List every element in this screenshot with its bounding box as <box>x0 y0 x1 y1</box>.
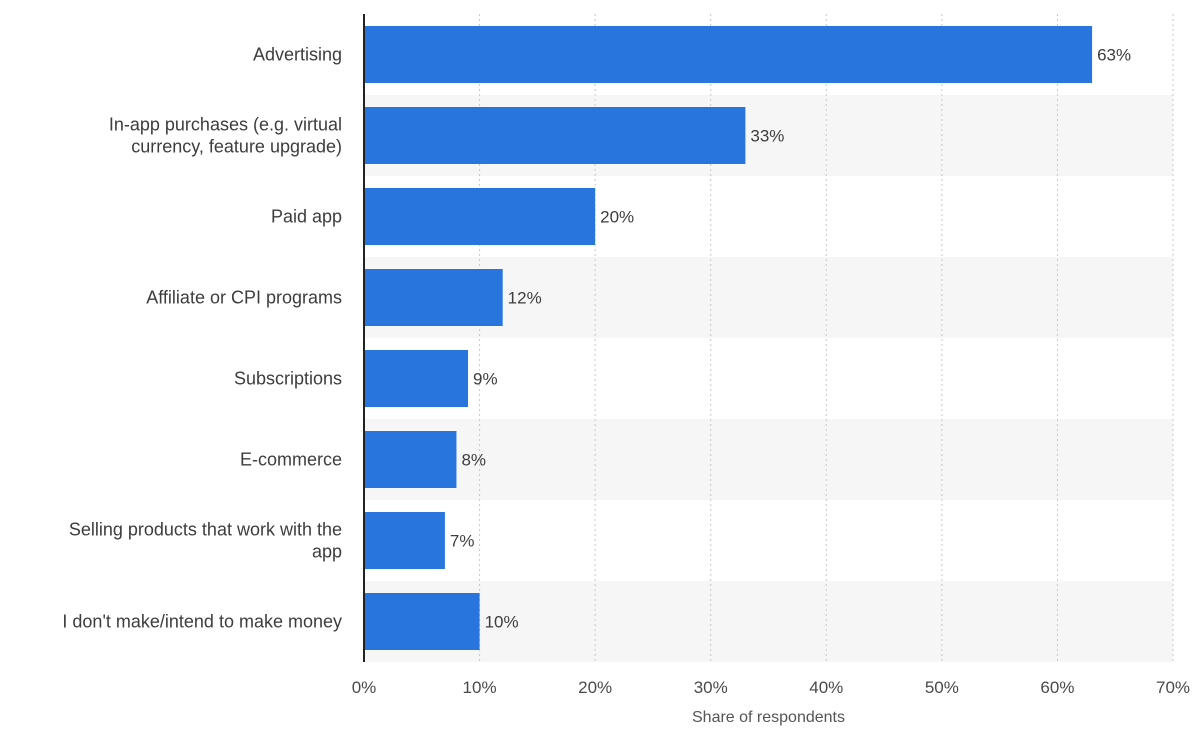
row-band <box>364 581 1173 662</box>
x-tick-label: 60% <box>1040 678 1074 697</box>
bar <box>364 593 480 650</box>
x-tick-label: 30% <box>694 678 728 697</box>
x-tick-label: 20% <box>578 678 612 697</box>
category-label: In-app purchases (e.g. virtual currency, … <box>109 115 342 157</box>
data-label: 8% <box>461 451 486 470</box>
bar <box>364 188 596 245</box>
category-label: E-commerce <box>240 450 342 470</box>
x-tick-label: 50% <box>925 678 959 697</box>
category-label: Affiliate or CPI programs <box>146 288 342 308</box>
category-label: Advertising <box>253 45 342 65</box>
x-axis-title: Share of respondents <box>692 709 845 726</box>
bar <box>364 512 445 569</box>
bar <box>364 431 457 488</box>
bars <box>364 26 1093 650</box>
category-label: I don't make/intend to make money <box>62 612 342 632</box>
bar <box>364 350 469 407</box>
bar <box>364 269 503 326</box>
x-tick-label: 40% <box>809 678 843 697</box>
bar <box>364 107 746 164</box>
x-tick-label: 10% <box>463 678 497 697</box>
row-bands <box>364 95 1173 662</box>
data-label: 33% <box>750 127 784 146</box>
x-tick-labels: 0% 10% 20% 30% 40% 50% 60% 70% <box>352 678 1190 697</box>
row-band <box>364 419 1173 500</box>
data-label: 63% <box>1097 46 1131 65</box>
data-label: 7% <box>450 532 475 551</box>
data-label: 10% <box>485 613 519 632</box>
bar <box>364 26 1093 83</box>
value-labels: 63% 33% 20% 12% 9% 8% 7% 10% <box>450 46 1131 632</box>
category-labels: Advertising In-app purchases (e.g. virtua… <box>62 45 342 632</box>
data-label: 9% <box>473 370 498 389</box>
category-label: Paid app <box>271 207 342 227</box>
data-label: 20% <box>600 208 634 227</box>
category-label: Subscriptions <box>234 369 342 389</box>
category-label: Selling products that work with the app <box>69 520 342 562</box>
x-tick-label: 70% <box>1156 678 1190 697</box>
x-tick-label: 0% <box>352 678 377 697</box>
data-label: 12% <box>508 289 542 308</box>
gridlines <box>479 14 1174 662</box>
